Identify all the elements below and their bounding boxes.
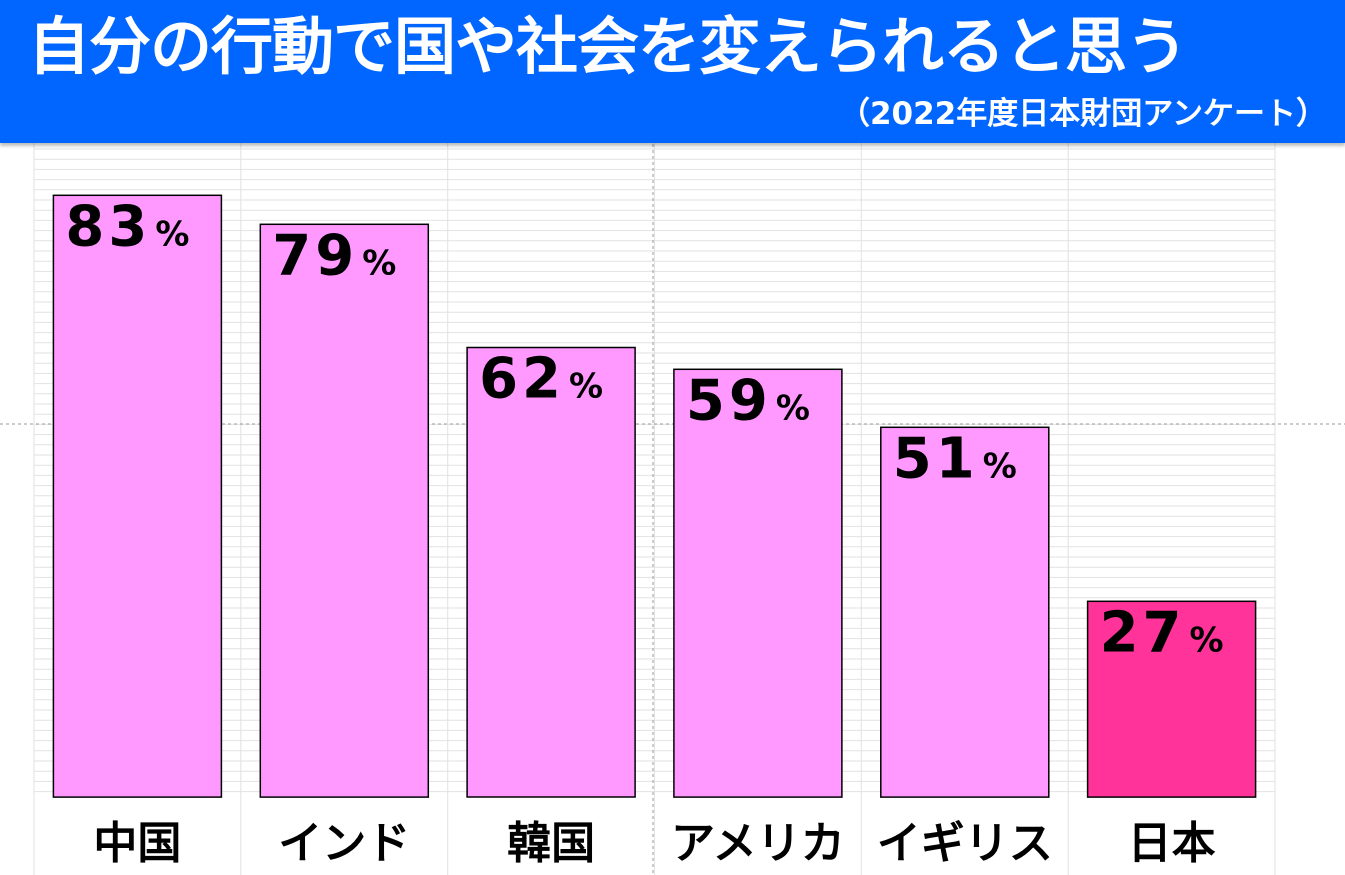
bar-value-label: 83% xyxy=(65,194,189,259)
category-label: アメリカ xyxy=(671,818,845,869)
category-label: 韓国 xyxy=(507,818,595,869)
bar-1 xyxy=(52,194,223,798)
chart-title: 自分の行動で国や社会を変えられると思う xyxy=(28,10,1188,83)
value-labels: 83% 79 % 62% 59 % 51 % 27% xyxy=(65,194,1223,665)
bar-value-label: 27% xyxy=(1100,600,1224,665)
bar-4 xyxy=(673,368,843,798)
title-banner: 自分の行動で国や社会を変えられると思う （2022年度日本財団アンケート） xyxy=(0,0,1345,143)
chart-subtitle: （2022年度日本財団アンケート） xyxy=(838,96,1327,132)
category-label: イギリス xyxy=(877,818,1053,869)
bar-5 xyxy=(880,426,1050,798)
category-label: 日本 xyxy=(1128,818,1216,869)
bars xyxy=(52,194,1257,798)
bar-2 xyxy=(259,223,430,798)
category-labels: 中国 インド 韓国 アメリカ イギリス 日本 xyxy=(93,818,1215,869)
category-label: 中国 xyxy=(93,818,181,869)
bar-value-label: 51% xyxy=(893,426,1017,491)
category-label: インド xyxy=(278,818,410,869)
bar-value-label: 59% xyxy=(686,368,810,433)
bar-value-label: 79% xyxy=(272,223,396,288)
bar-3 xyxy=(466,346,636,798)
bar-value-label: 62% xyxy=(479,347,603,412)
bar-6 xyxy=(1086,600,1257,798)
